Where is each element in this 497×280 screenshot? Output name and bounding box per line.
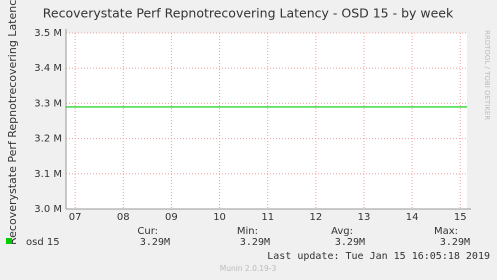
side-text: RRDTOOL / TOBI OETIKER: [483, 30, 491, 120]
x-tick-label: 09: [165, 212, 178, 223]
x-tick-label: 10: [213, 212, 226, 223]
x-tick-label: 14: [406, 212, 419, 223]
x-tick-label: 11: [261, 212, 274, 223]
x-tick-label: 13: [358, 212, 371, 223]
legend-header: Max:: [434, 226, 458, 237]
plot-area: [66, 33, 467, 209]
legend-header: Cur:: [137, 226, 158, 237]
legend-label: osd 15: [26, 237, 60, 248]
footer: Munin 2.0.19-3: [220, 264, 277, 273]
legend-swatch: [6, 238, 12, 244]
x-tick-label: 07: [69, 212, 82, 223]
x-tick-label: 08: [117, 212, 130, 223]
legend-stat: 3.29M: [240, 237, 270, 248]
y-tick-label: 3.3 M: [34, 98, 62, 109]
y-tick-label: 3.5 M: [34, 28, 62, 39]
y-tick-label: 3.4 M: [34, 63, 62, 74]
legend-header: Avg:: [331, 226, 353, 237]
y-tick-label: 3.2 M: [34, 134, 62, 145]
y-axis-label: Recoverystate Perf Repnotrecovering Late…: [6, 0, 19, 245]
x-tick-label: 12: [309, 212, 322, 223]
x-tick-label: 15: [454, 212, 467, 223]
legend-stat: 3.29M: [335, 237, 365, 248]
y-tick-label: 3.0 M: [34, 204, 62, 215]
legend-header: Min:: [237, 226, 258, 237]
last-update: Last update: Tue Jan 15 16:05:18 2019: [267, 251, 490, 262]
chart-title: Recoverystate Perf Repnotrecovering Late…: [43, 6, 454, 21]
legend-stat: 3.29M: [140, 237, 170, 248]
y-tick-label: 3.1 M: [34, 169, 62, 180]
legend-stat: 3.29M: [440, 237, 470, 248]
